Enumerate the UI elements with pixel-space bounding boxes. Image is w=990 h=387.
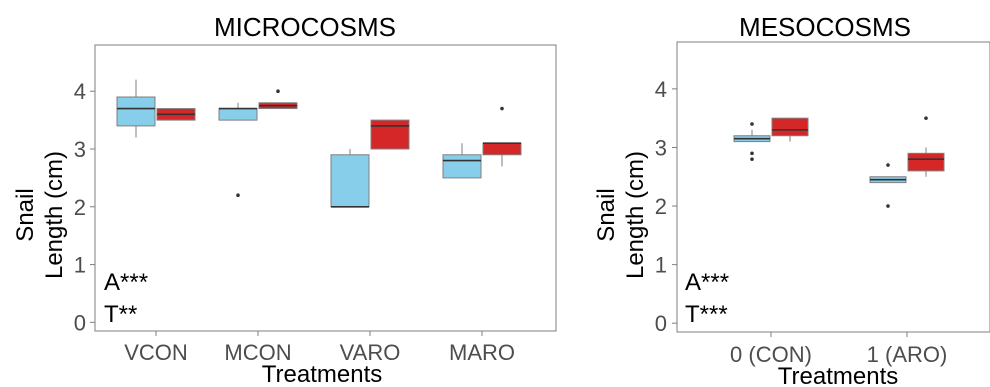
plot-border (94, 44, 557, 332)
annotation-t: T** (104, 301, 137, 328)
box-body (116, 96, 156, 127)
outlier-point (236, 193, 240, 198)
x-tick-label: MARO (449, 340, 515, 365)
x-axis: VCON MCON VARO MARO (124, 331, 515, 365)
y-axis-label-line-1: Snail (593, 188, 620, 241)
outlier-point (276, 89, 280, 94)
box-body (907, 152, 945, 172)
y-tick-label: 4 (655, 77, 667, 102)
box-vcon-s1 (156, 108, 196, 121)
y-tick-label: 3 (655, 135, 667, 160)
box-body (482, 142, 522, 156)
x-tick-label: 1 (ARO) (867, 342, 948, 367)
y-tick-label: 0 (655, 311, 667, 336)
annotation-t: T*** (685, 301, 728, 328)
x-tick-label: VCON (124, 340, 188, 365)
outlier-point (500, 106, 504, 111)
box-1-aro--s0 (869, 163, 907, 208)
box-vcon-s0 (116, 79, 156, 138)
x-axis-label: Treatments (778, 363, 898, 387)
annotation-a: A*** (685, 269, 729, 296)
box-mcon-s0 (218, 102, 258, 198)
x-axis: 0 (CON) 1 (ARO) (730, 332, 947, 367)
plot-border (676, 41, 990, 333)
outlier-point (924, 116, 928, 120)
y-tick-label: 1 (655, 253, 667, 278)
box-body (330, 154, 370, 208)
y-tick-label: 1 (74, 253, 86, 278)
x-tick-label: VARO (340, 340, 401, 365)
y-tick-label: 2 (655, 194, 667, 219)
y-axis-label-line-2: Length (cm) (622, 151, 649, 279)
y-axis-label-line-2: Length (cm) (41, 151, 68, 279)
outlier-point (750, 151, 754, 156)
box-maro-s0 (442, 143, 482, 179)
outlier-point (886, 163, 890, 167)
y-tick-label: 2 (74, 195, 86, 220)
box-body (771, 117, 809, 137)
y-axis-label-line-1: Snail (12, 188, 39, 241)
y-axis: 0 1 2 3 4 (655, 77, 677, 336)
y-tick-label: 3 (74, 137, 86, 162)
x-tick-label: MCON (224, 340, 291, 365)
box-body (370, 119, 410, 150)
y-tick-label: 0 (74, 310, 86, 335)
box-1-aro--s1 (907, 116, 945, 177)
panel-mesocosms: MESOCOSMS 0 1 2 3 4 0 (CON) 1 (ARO) Snail Len… (593, 12, 990, 387)
annotation-a: A*** (104, 269, 148, 296)
box-varo-s1 (370, 119, 410, 150)
panel-title: MESOCOSMS (739, 12, 911, 42)
box-varo-s0 (330, 149, 370, 208)
x-axis-label: Treatments (262, 361, 382, 387)
box-0-con--s0 (733, 122, 771, 161)
outlier-point (886, 204, 890, 208)
y-axis: 0 1 2 3 4 (74, 79, 95, 335)
box-body (442, 154, 482, 179)
outlier-point (750, 157, 754, 161)
box-maro-s1 (482, 106, 522, 167)
x-tick-label: 0 (CON) (730, 342, 812, 367)
box-series (733, 116, 945, 208)
panel-title: MICROCOSMS (214, 12, 396, 42)
box-body (218, 108, 258, 121)
box-mcon-s1 (258, 89, 298, 110)
box-0-con--s1 (771, 117, 809, 142)
y-tick-label: 4 (74, 79, 86, 104)
outlier-point (750, 122, 754, 126)
box-series (116, 79, 522, 208)
